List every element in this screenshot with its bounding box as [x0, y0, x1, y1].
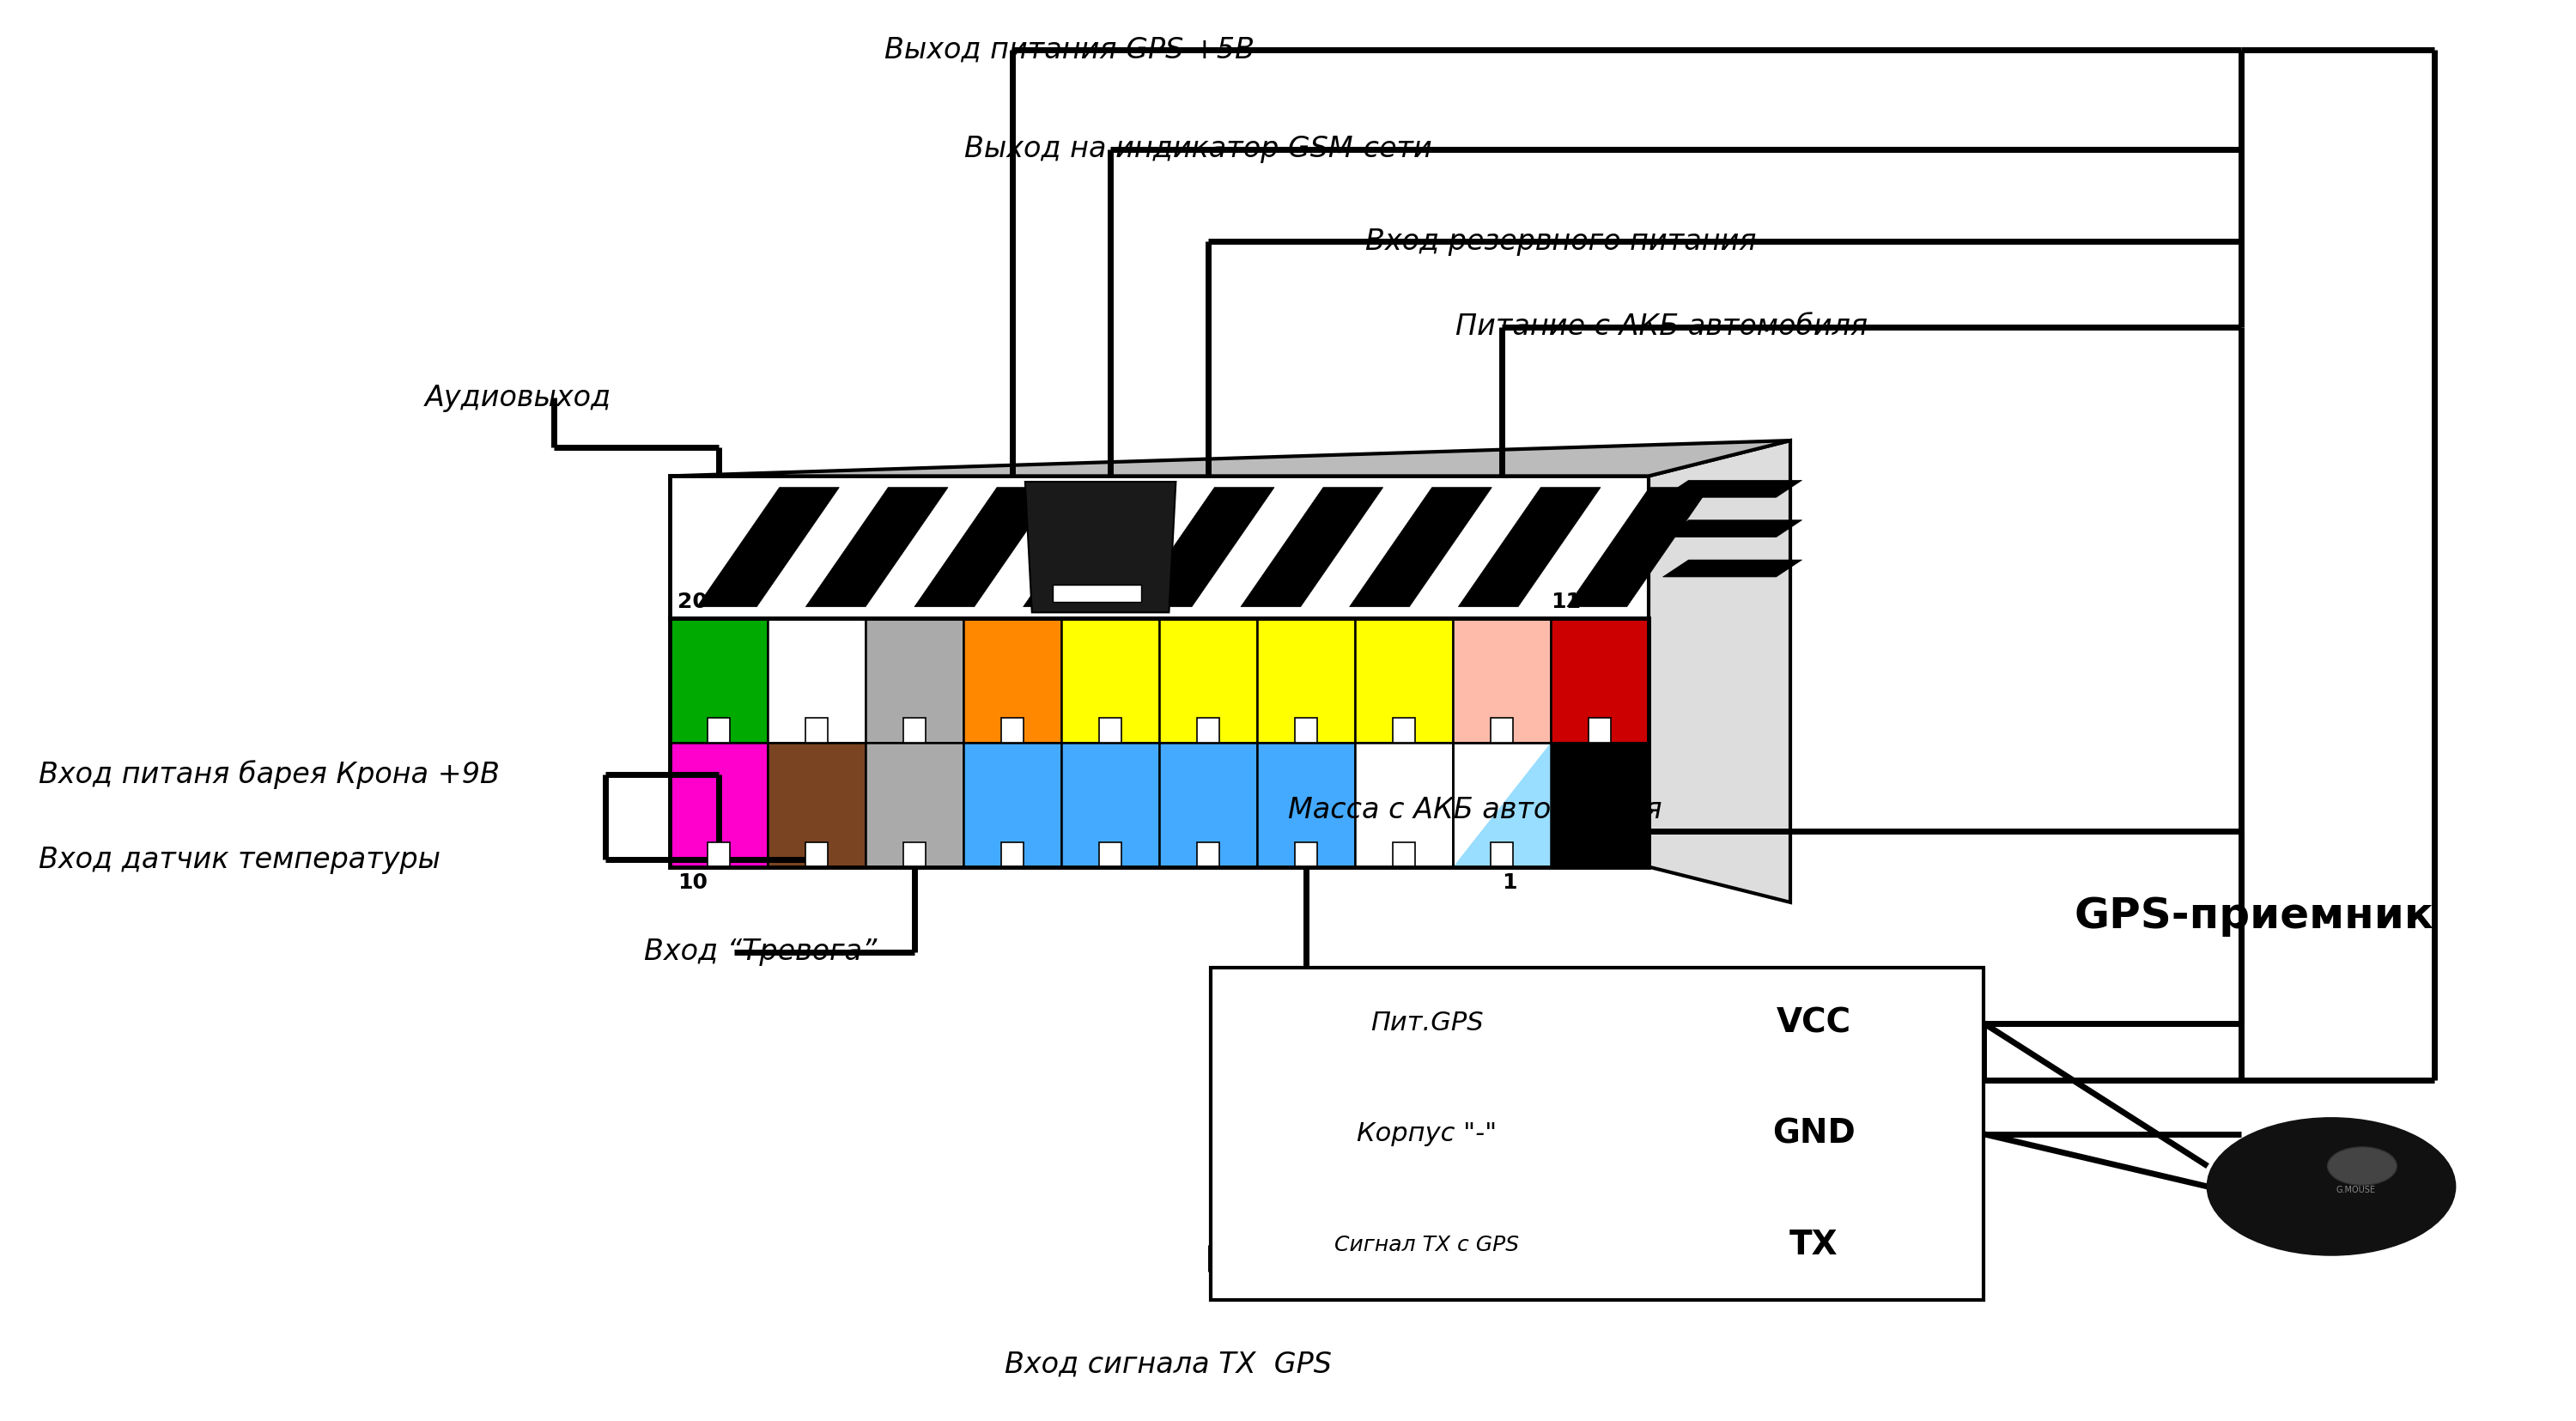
Bar — [670, 476, 1649, 618]
Polygon shape — [1242, 487, 1383, 607]
Bar — [1394, 718, 1414, 742]
Polygon shape — [1664, 480, 1803, 497]
Polygon shape — [806, 487, 948, 607]
Polygon shape — [1025, 482, 1175, 612]
Polygon shape — [1453, 742, 1551, 867]
Text: Вход резервного питания: Вход резервного питания — [1365, 227, 1757, 256]
Polygon shape — [1131, 487, 1275, 607]
Text: 10: 10 — [677, 872, 708, 894]
Text: G.MOUSE: G.MOUSE — [2336, 1185, 2375, 1194]
Bar — [1551, 618, 1649, 742]
Bar — [1002, 841, 1023, 867]
Text: Пит.GPS: Пит.GPS — [1370, 1010, 1484, 1036]
Bar — [1257, 742, 1355, 867]
Text: Вход питаня барея Крона +9В: Вход питаня барея Крона +9В — [39, 760, 500, 789]
Bar — [1453, 742, 1551, 867]
Text: Вход сигнала TX  GPS: Вход сигнала TX GPS — [1005, 1350, 1332, 1378]
Polygon shape — [914, 487, 1056, 607]
Bar — [670, 618, 768, 742]
Text: 20: 20 — [677, 591, 708, 612]
Text: Корпус "-": Корпус "-" — [1358, 1121, 1497, 1147]
Bar — [1211, 968, 1984, 1300]
Polygon shape — [698, 487, 840, 607]
Bar — [670, 618, 1649, 867]
Bar — [1355, 742, 1453, 867]
Bar — [768, 618, 866, 742]
Bar — [963, 742, 1061, 867]
Bar — [768, 742, 866, 867]
Bar — [1453, 742, 1551, 867]
Bar — [1100, 841, 1121, 867]
Text: Выход на индикатор GSM-сети: Выход на индикатор GSM-сети — [963, 135, 1432, 163]
Bar — [1355, 618, 1453, 742]
Polygon shape — [1664, 520, 1803, 537]
Text: Выход питания GPS +5В: Выход питания GPS +5В — [884, 36, 1255, 64]
Bar — [1100, 718, 1121, 742]
Bar — [670, 742, 768, 867]
Bar — [1198, 718, 1218, 742]
Text: VCC: VCC — [1775, 1007, 1852, 1039]
Bar — [1061, 742, 1159, 867]
Bar — [1453, 618, 1551, 742]
Bar — [1551, 742, 1649, 867]
Polygon shape — [1458, 487, 1600, 607]
Bar — [963, 618, 1061, 742]
Bar — [904, 841, 925, 867]
Bar — [904, 718, 925, 742]
Text: Сигнал TX с GPS: Сигнал TX с GPS — [1334, 1235, 1520, 1255]
Text: GPS-приемник: GPS-приемник — [2074, 895, 2434, 938]
Bar — [708, 841, 729, 867]
Polygon shape — [1664, 560, 1803, 577]
Text: 11: 11 — [1551, 591, 1582, 612]
Bar — [1061, 618, 1159, 742]
Text: Аудиовыход: Аудиовыход — [425, 384, 611, 412]
Circle shape — [2208, 1118, 2455, 1255]
Bar — [1492, 841, 1512, 867]
Polygon shape — [1023, 487, 1164, 607]
Polygon shape — [670, 441, 1790, 476]
Text: 1: 1 — [1502, 872, 1517, 894]
Bar — [1159, 618, 1257, 742]
Bar — [866, 742, 963, 867]
Bar — [1054, 585, 1141, 603]
Bar — [1257, 618, 1355, 742]
Bar — [708, 718, 729, 742]
Bar — [806, 718, 827, 742]
Polygon shape — [1649, 441, 1790, 902]
Text: Масса с АКБ автомобиля: Масса с АКБ автомобиля — [1288, 796, 1662, 824]
Bar — [1492, 718, 1512, 742]
Polygon shape — [1566, 487, 1710, 607]
Text: Вход “Тревога”: Вход “Тревога” — [644, 938, 876, 966]
Text: Вход датчик температуры: Вход датчик температуры — [39, 845, 440, 874]
Bar — [806, 841, 827, 867]
Bar — [866, 618, 963, 742]
Bar — [1002, 718, 1023, 742]
Bar — [1159, 742, 1257, 867]
Polygon shape — [1350, 487, 1492, 607]
Circle shape — [2329, 1147, 2396, 1185]
Text: Питание с АКБ автомобиля: Питание с АКБ автомобиля — [1455, 313, 1868, 341]
Bar — [1198, 841, 1218, 867]
Bar — [1589, 718, 1610, 742]
Bar — [1296, 718, 1316, 742]
Bar — [1296, 841, 1316, 867]
Bar — [1394, 841, 1414, 867]
Text: GND: GND — [1772, 1118, 1855, 1150]
Text: TX: TX — [1790, 1229, 1837, 1260]
